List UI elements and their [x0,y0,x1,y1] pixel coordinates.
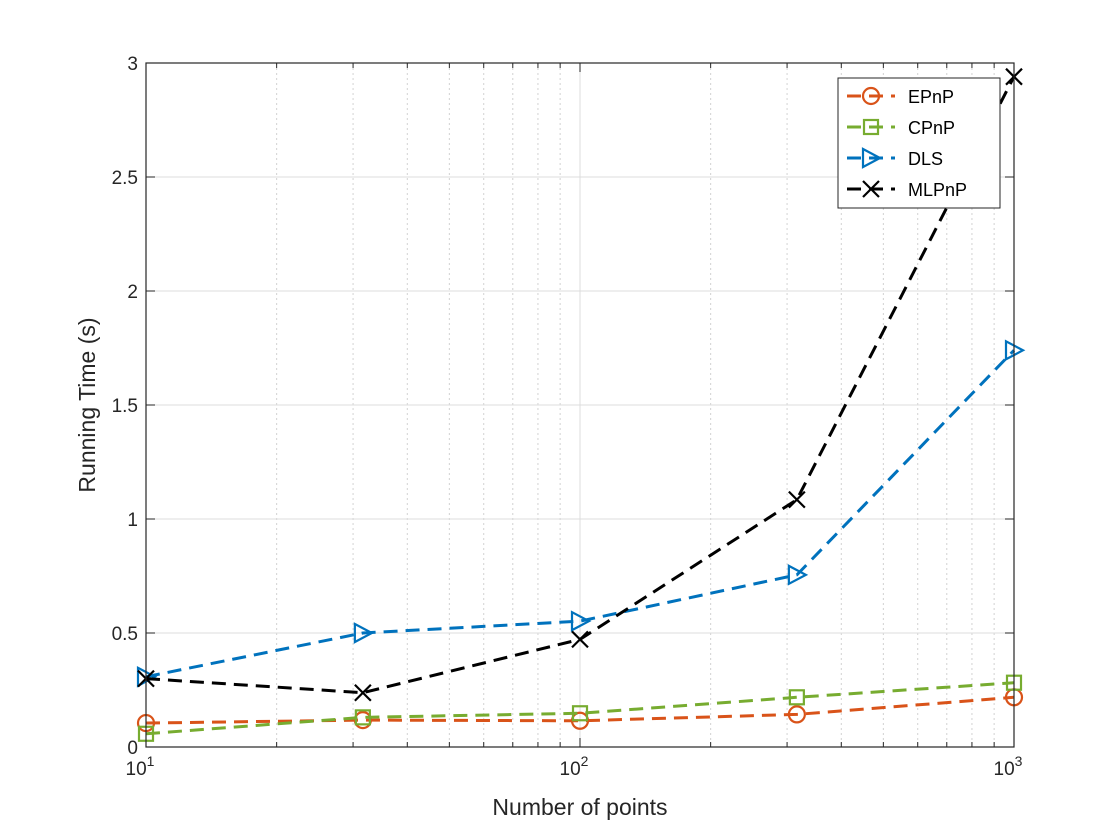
legend-marker-epnp [861,86,881,106]
legend-marker-mlpnp [862,180,880,198]
x-tick-label: 103 [994,753,1023,780]
legend-entry-mlpnp: MLPnP [847,180,967,200]
data-point-dls [787,564,809,586]
ticks [145,62,1015,748]
y-tick-label: 0 [127,738,138,759]
legend-marker-cpnp [862,118,880,136]
series-line-cpnp [145,681,1015,736]
y-tick-label: 1 [127,510,138,531]
y-axis-title: Running Time (s) [74,317,100,492]
legend: EPnP CPnP DLS MLPnP [837,77,1001,209]
legend-label-mlpnp: MLPnP [908,180,967,200]
legend-entry-cpnp: CPnP [847,118,955,138]
data-point-cpnp [788,689,805,706]
y-tick-label: 3 [127,54,138,75]
y-tick-label: 0.5 [112,624,138,645]
x-tick-label: 102 [560,753,589,780]
x-tick-label: 101 [126,753,155,780]
data-point-cpnp [354,709,371,726]
data-point-dls [570,610,592,632]
data-point-epnp [787,705,806,724]
y-tick-label: 2.5 [112,168,138,189]
legend-label-dls: DLS [908,149,943,169]
data-point-mlpnp [788,490,806,509]
legend-label-cpnp: CPnP [908,118,955,138]
tick-labels: 0 0.5 1 1.5 2 2.5 3 101 102 103 [112,54,1023,780]
legend-label-epnp: EPnP [908,87,954,107]
legend-marker-dls [861,147,883,169]
y-tick-label: 1.5 [112,396,138,417]
data-point-dls [353,622,375,644]
data-point-cpnp [571,705,589,722]
data-point-mlpnp [571,630,589,649]
legend-entry-dls: DLS [847,147,943,169]
series-line-epnp [145,695,1015,725]
data-point-mlpnp [354,683,372,702]
y-tick-label: 2 [127,282,138,303]
legend-entry-epnp: EPnP [847,86,954,107]
x-axis-title: Number of points [492,794,667,820]
